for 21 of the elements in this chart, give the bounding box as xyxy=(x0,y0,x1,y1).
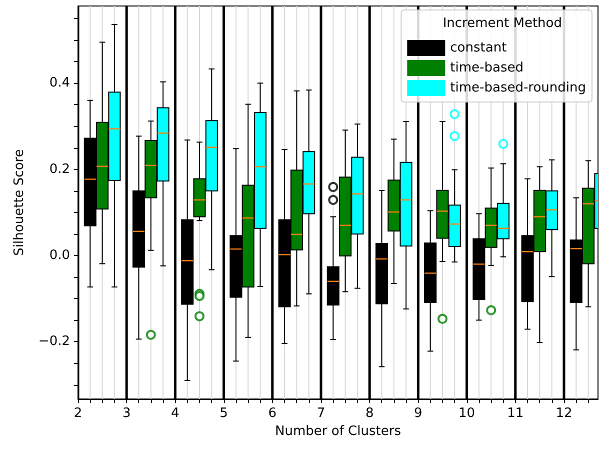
x-tick-label: 2 xyxy=(74,406,82,421)
x-tick-label: 7 xyxy=(316,406,326,421)
legend-label: constant xyxy=(450,40,507,56)
x-tick-label: 5 xyxy=(220,406,228,421)
x-axis-title: Number of Clusters xyxy=(275,424,402,439)
x-tick-label: 8 xyxy=(365,406,374,421)
x-tick-label: 6 xyxy=(268,406,277,421)
x-tick-label: 3 xyxy=(122,406,131,421)
y-tick-label: 0.4 xyxy=(49,76,70,91)
y-tick-label: 0.0 xyxy=(49,248,70,264)
y-tick-label: 0.2 xyxy=(49,162,70,177)
x-tick-label: 9 xyxy=(414,406,422,421)
x-tick-label: 4 xyxy=(171,406,180,421)
legend-title: Increment Method xyxy=(442,16,562,31)
y-tick-label: −0.2 xyxy=(38,334,70,350)
legend-label: time-based xyxy=(450,60,524,76)
legend-label: time-based-rounding xyxy=(450,80,586,96)
x-tick-label: 10 xyxy=(458,406,476,421)
x-tick-label: 12 xyxy=(556,406,572,421)
y-axis-title: Silhouette Score xyxy=(12,149,27,256)
x-tick-label: 11 xyxy=(507,406,524,421)
